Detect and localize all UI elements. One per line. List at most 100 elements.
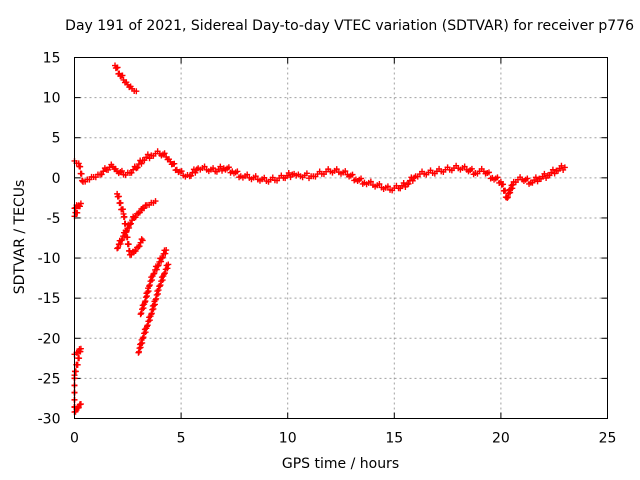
x-tick-label: 10	[279, 431, 297, 447]
data-point	[122, 220, 129, 227]
data-point	[144, 151, 151, 158]
data-point	[561, 164, 568, 171]
data-point	[261, 174, 268, 181]
data-point	[558, 162, 565, 169]
y-tick-label: -30	[38, 412, 61, 428]
data-point	[164, 265, 171, 272]
data-point	[146, 317, 153, 324]
data-point	[143, 323, 150, 330]
grid-lines	[74, 57, 608, 419]
data-point	[161, 150, 168, 157]
data-point	[161, 270, 168, 277]
x-tick-label: 15	[385, 431, 403, 447]
data-point	[161, 271, 168, 278]
data-point	[342, 168, 349, 175]
y-tick-label: 0	[52, 171, 61, 187]
data-point	[72, 209, 79, 216]
data-point	[142, 329, 149, 336]
data-point	[252, 173, 259, 180]
y-tick-label: -10	[38, 251, 61, 267]
data-point	[159, 277, 166, 284]
data-point	[155, 262, 162, 269]
chart-title: Day 191 of 2021, Sidereal Day-to-day VTE…	[65, 18, 634, 34]
data-point	[130, 166, 137, 173]
data-point	[509, 185, 516, 192]
data-point	[532, 174, 539, 181]
data-point	[500, 181, 507, 188]
data-point	[405, 180, 412, 187]
data-point	[132, 247, 139, 254]
data-point	[201, 163, 208, 170]
x-tick-label: 5	[177, 431, 186, 447]
plot-frame	[74, 57, 608, 419]
data-point	[165, 261, 172, 268]
data-point	[409, 177, 416, 184]
data-point	[146, 282, 153, 289]
data-point	[234, 168, 241, 175]
data-point	[125, 241, 132, 248]
y-tick-label: -15	[38, 291, 61, 307]
data-point	[285, 169, 292, 176]
data-point	[152, 198, 159, 205]
data-point	[157, 282, 164, 289]
data-point	[505, 194, 512, 201]
data-point	[244, 171, 251, 178]
data-point	[139, 335, 146, 342]
data-point	[132, 214, 139, 221]
data-point	[188, 172, 195, 179]
data-point	[140, 305, 147, 312]
data-point	[549, 166, 556, 173]
data-point	[156, 283, 163, 290]
data-point	[118, 167, 125, 174]
data-point	[468, 165, 475, 172]
data-point	[133, 88, 140, 95]
data-point	[72, 408, 79, 415]
x-tick-label: 20	[492, 431, 510, 447]
data-point	[384, 183, 391, 190]
y-axis-label: SDTVAR / TECUs	[12, 179, 28, 295]
data-point	[192, 169, 199, 176]
data-point	[485, 169, 492, 176]
y-tick-label: 5	[52, 131, 61, 147]
data-point	[138, 236, 145, 243]
data-point	[127, 220, 134, 227]
data-point	[77, 401, 84, 408]
data-point	[349, 171, 356, 178]
data-point	[333, 166, 340, 173]
x-axis-label: GPS time / hours	[281, 456, 400, 472]
data-point	[461, 163, 468, 170]
data-point	[376, 180, 383, 187]
y-tick-label: 10	[43, 91, 61, 107]
data-point	[210, 165, 217, 172]
data-point	[117, 240, 124, 247]
data-point	[151, 270, 158, 277]
x-tick-label: 0	[70, 431, 79, 447]
data-point	[507, 189, 514, 196]
data-point	[114, 64, 121, 71]
data-point	[124, 234, 131, 241]
data-point	[121, 213, 128, 220]
data-point	[75, 404, 82, 411]
data-point	[162, 250, 169, 257]
data-point	[502, 187, 509, 194]
y-tick-label: 15	[43, 51, 61, 67]
data-point	[171, 160, 178, 167]
data-point	[303, 170, 310, 177]
data-point	[504, 194, 511, 201]
data-point	[140, 334, 147, 341]
data-point	[358, 175, 365, 182]
data-point	[115, 193, 122, 200]
data-point	[136, 209, 143, 216]
data-point	[148, 277, 155, 284]
y-tick-label: -20	[38, 331, 61, 347]
data-point	[146, 283, 153, 290]
x-tick-label: 25	[599, 431, 617, 447]
data-point	[117, 199, 124, 206]
data-point	[178, 168, 185, 175]
data-point	[158, 258, 165, 265]
y-tick-label: -25	[38, 371, 61, 387]
data-point	[128, 169, 135, 176]
data-point	[134, 164, 141, 171]
